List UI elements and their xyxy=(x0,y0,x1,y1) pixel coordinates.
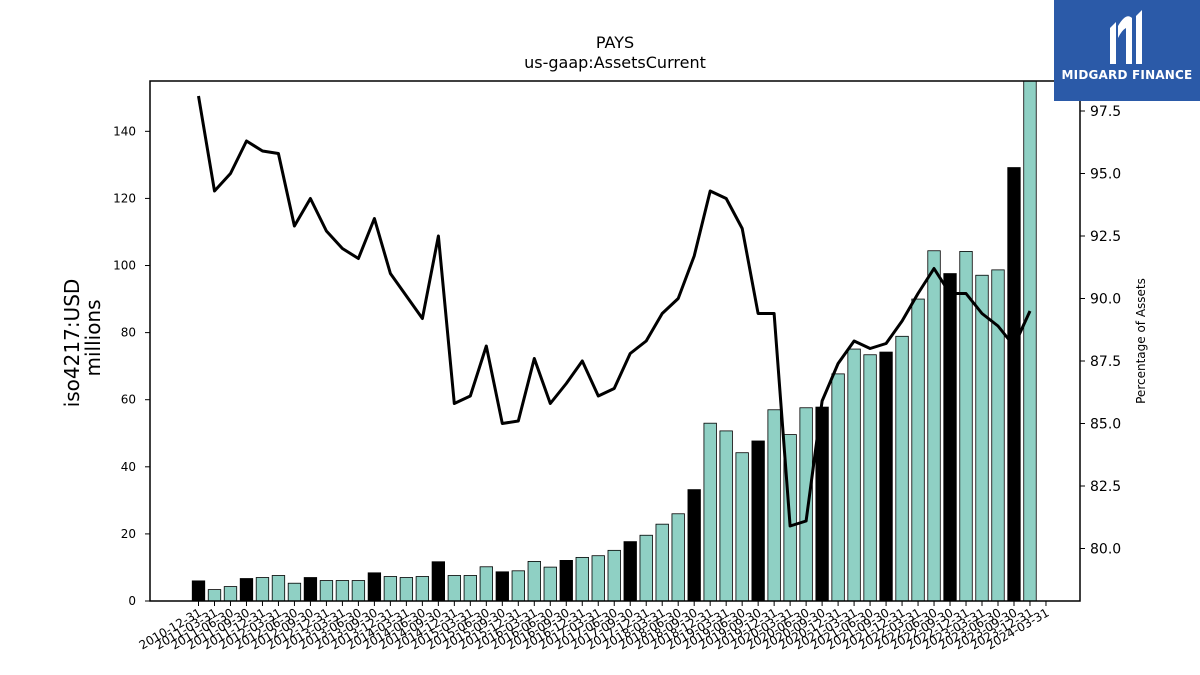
bar xyxy=(767,409,781,602)
plot-frame xyxy=(149,80,1081,602)
bar xyxy=(719,430,733,602)
x-axis: 2010-12-312011-03-312011-06-302011-09-30… xyxy=(137,601,1051,652)
bar xyxy=(863,354,877,602)
bar xyxy=(511,570,525,602)
bar xyxy=(575,556,589,602)
bar xyxy=(591,555,605,602)
bar xyxy=(287,582,302,602)
bar xyxy=(367,572,382,602)
y2-axis-label: Percentage of Assets xyxy=(1134,278,1148,404)
y-tick-label: 40 xyxy=(121,460,136,474)
bar xyxy=(431,561,446,602)
y-tick-label: 140 xyxy=(113,124,136,138)
bar xyxy=(559,560,573,602)
y-tick-label: 0 xyxy=(128,594,136,608)
bar xyxy=(335,580,350,602)
chart-title: PAYS xyxy=(596,33,634,52)
chart-subtitle: us-gaap:AssetsCurrent xyxy=(524,53,706,72)
bar xyxy=(991,269,1005,602)
bar xyxy=(687,489,701,602)
y2-tick-label: 95.0 xyxy=(1090,167,1121,183)
logo-badge: MIDGARD FINANCE xyxy=(1054,0,1200,101)
percentage-line xyxy=(197,95,1032,528)
bar xyxy=(703,422,717,602)
y-tick-label: 80 xyxy=(121,326,136,340)
midgard-logo-icon xyxy=(1110,10,1142,64)
y-axis-left: 0 20 40 60 80 100 120 140 xyxy=(113,124,150,608)
y2-tick-label: 97.5 xyxy=(1090,104,1121,120)
y2-tick-label: 87.5 xyxy=(1090,354,1121,370)
line-series xyxy=(197,95,1032,528)
bar xyxy=(447,575,461,602)
bar xyxy=(415,576,430,602)
bar xyxy=(207,589,222,602)
bar xyxy=(479,566,493,602)
bar xyxy=(847,348,861,602)
bar xyxy=(1023,80,1037,602)
bar xyxy=(639,534,653,602)
bar xyxy=(671,513,685,602)
bar xyxy=(959,251,973,602)
bar xyxy=(383,576,398,602)
y-tick-label: 60 xyxy=(121,393,136,407)
bar xyxy=(527,561,541,602)
bar xyxy=(607,549,621,602)
bar xyxy=(399,577,414,602)
bar xyxy=(751,440,765,602)
bar xyxy=(831,373,845,602)
bar xyxy=(255,577,270,602)
bar xyxy=(223,586,238,602)
bar xyxy=(623,541,637,602)
bar xyxy=(1007,167,1021,602)
logo-text: MIDGARD FINANCE xyxy=(1061,68,1193,82)
bar xyxy=(735,452,749,602)
y2-tick-label: 92.5 xyxy=(1090,229,1121,245)
bar xyxy=(239,578,254,602)
y2-tick-label: 80.0 xyxy=(1090,542,1121,558)
bar xyxy=(911,298,925,602)
bar-series xyxy=(191,80,1037,602)
y-tick-label: 100 xyxy=(113,259,136,273)
bar xyxy=(943,273,957,602)
bar xyxy=(271,575,286,602)
bar xyxy=(303,577,318,602)
y2-tick-label: 82.5 xyxy=(1090,479,1121,495)
bar xyxy=(319,580,334,602)
y-axis-right: 80.0 82.5 85.0 87.5 90.0 92.5 95.0 97.5 xyxy=(1080,104,1121,558)
bar xyxy=(799,407,813,602)
bar xyxy=(463,575,477,602)
bar xyxy=(351,580,366,602)
y2-tick-label: 85.0 xyxy=(1090,417,1121,433)
bar xyxy=(655,523,669,602)
bar xyxy=(191,580,206,602)
y-tick-label: 20 xyxy=(121,527,136,541)
y-tick-label: 120 xyxy=(113,191,136,205)
y-axis-label: iso4217:USD xyxy=(60,279,84,408)
bar xyxy=(495,571,509,602)
bar xyxy=(975,274,989,602)
y-axis-label-units: millions xyxy=(81,299,105,376)
y2-tick-label: 90.0 xyxy=(1090,292,1121,308)
bar xyxy=(927,250,941,602)
bar xyxy=(543,566,557,602)
bar xyxy=(879,351,893,602)
bar xyxy=(895,335,909,602)
